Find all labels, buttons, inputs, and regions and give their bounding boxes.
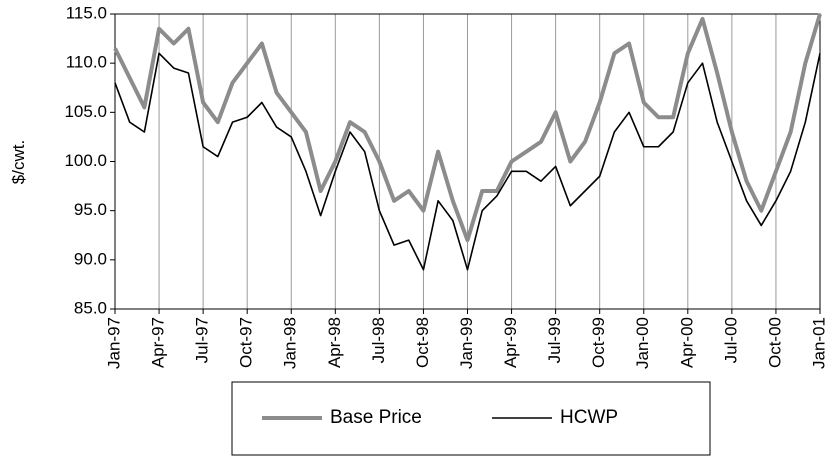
x-tick-label: Jul-00 (721, 317, 740, 363)
x-tick-label: Jan-97 (104, 317, 123, 369)
y-tick-label: 110.0 (66, 53, 107, 72)
y-axis-title: $/cwt. (9, 140, 28, 184)
x-tick-label: Jul-99 (545, 317, 564, 363)
x-tick-label: Apr-97 (149, 317, 168, 368)
x-tick-label: Jan-99 (457, 317, 476, 369)
x-tick-label: Oct-98 (413, 317, 432, 368)
legend-label: HCWP (560, 407, 618, 428)
x-tick-label: Jan-01 (809, 317, 828, 369)
x-tick-label: Apr-98 (325, 317, 344, 368)
y-tick-label: 85.0 (74, 298, 107, 317)
y-tick-label: 115.0 (66, 3, 107, 22)
line-series (113, 13, 822, 243)
y-tick-label: 105.0 (64, 102, 107, 121)
x-tick-label: Jan-98 (281, 317, 300, 369)
x-tick-label: Apr-00 (677, 317, 696, 368)
x-tick-label: Oct-99 (589, 317, 608, 368)
x-tick-label: Oct-97 (237, 317, 256, 368)
x-tick-label: Jan-00 (633, 317, 652, 369)
x-tick-label: Jul-97 (193, 317, 212, 363)
line-series (114, 52, 821, 271)
x-tick-label: Oct-00 (765, 317, 784, 368)
y-tick-label: 90.0 (74, 249, 107, 268)
plot-frame (114, 13, 821, 310)
y-tick-label: 95.0 (74, 200, 107, 219)
x-tick-label: Apr-99 (501, 317, 520, 368)
legend-label: Base Price (330, 407, 422, 428)
y-tick-label: 100.0 (64, 151, 107, 170)
x-tick-label: Jul-98 (369, 317, 388, 363)
